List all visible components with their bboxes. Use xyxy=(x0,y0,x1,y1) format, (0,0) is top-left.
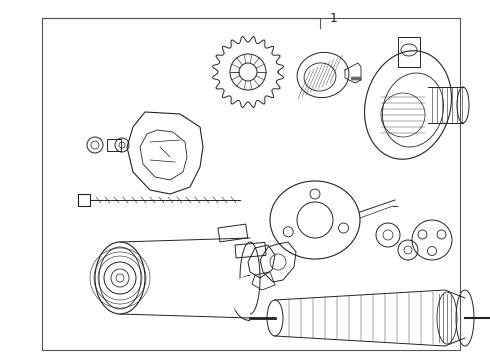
Bar xyxy=(218,224,247,242)
Bar xyxy=(235,242,266,258)
Text: 1: 1 xyxy=(330,12,338,25)
Wedge shape xyxy=(230,276,250,316)
Bar xyxy=(398,37,420,67)
Bar xyxy=(107,139,121,151)
Bar xyxy=(78,194,90,206)
